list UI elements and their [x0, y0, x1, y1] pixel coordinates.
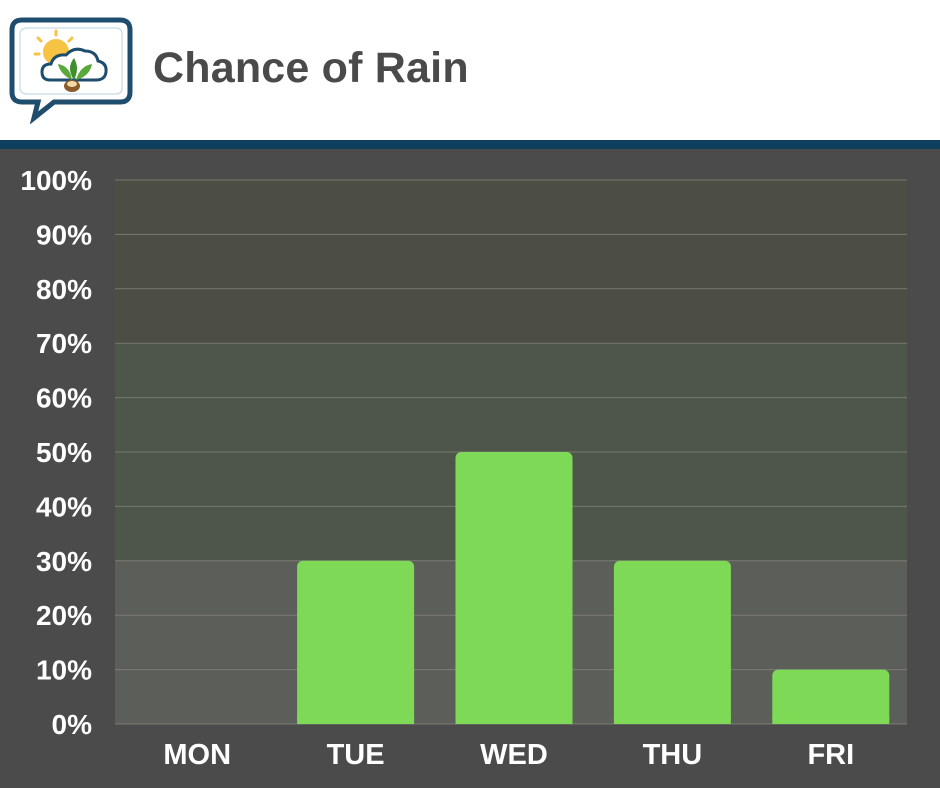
y-tick-label: 80%	[36, 274, 92, 305]
y-tick-label: 40%	[36, 491, 92, 522]
y-tick-label: 20%	[36, 600, 92, 631]
x-tick-label: MON	[163, 739, 231, 771]
weather-leaf-logo-icon	[8, 14, 138, 125]
bar-tue	[297, 560, 415, 724]
x-tick-label: THU	[643, 739, 703, 771]
bar-base	[613, 716, 731, 724]
header-bar: Chance of Rain	[0, 0, 940, 140]
page-title: Chance of Rain	[153, 44, 469, 92]
bar-chart: 0% 10% 20% 30% 40% 50% 60% 70% 80% 90% 100% MON TUE W…	[0, 149, 940, 788]
y-tick-label: 100%	[20, 165, 92, 196]
y-tick-label: 10%	[36, 655, 92, 686]
y-tick-label: 70%	[36, 328, 92, 359]
x-tick-label: TUE	[327, 739, 385, 771]
y-tick-label: 0%	[52, 709, 93, 740]
chart-svg: 0% 10% 20% 30% 40% 50% 60% 70% 80% 90% 100% MON TUE W…	[20, 165, 907, 771]
bar-base	[772, 716, 890, 724]
y-tick-label: 50%	[36, 437, 92, 468]
y-tick-label: 90%	[36, 219, 92, 250]
x-tick-label: WED	[480, 739, 548, 771]
bar-thu	[613, 560, 731, 724]
bar-wed	[455, 452, 573, 724]
y-tick-label: 30%	[36, 546, 92, 577]
header-divider	[0, 140, 940, 149]
bar-fri	[772, 669, 890, 724]
bar-base	[455, 716, 573, 724]
bar-base	[297, 716, 415, 724]
plot-band-high	[115, 180, 907, 344]
x-tick-label: FRI	[807, 739, 854, 771]
y-tick-label: 60%	[36, 383, 92, 414]
